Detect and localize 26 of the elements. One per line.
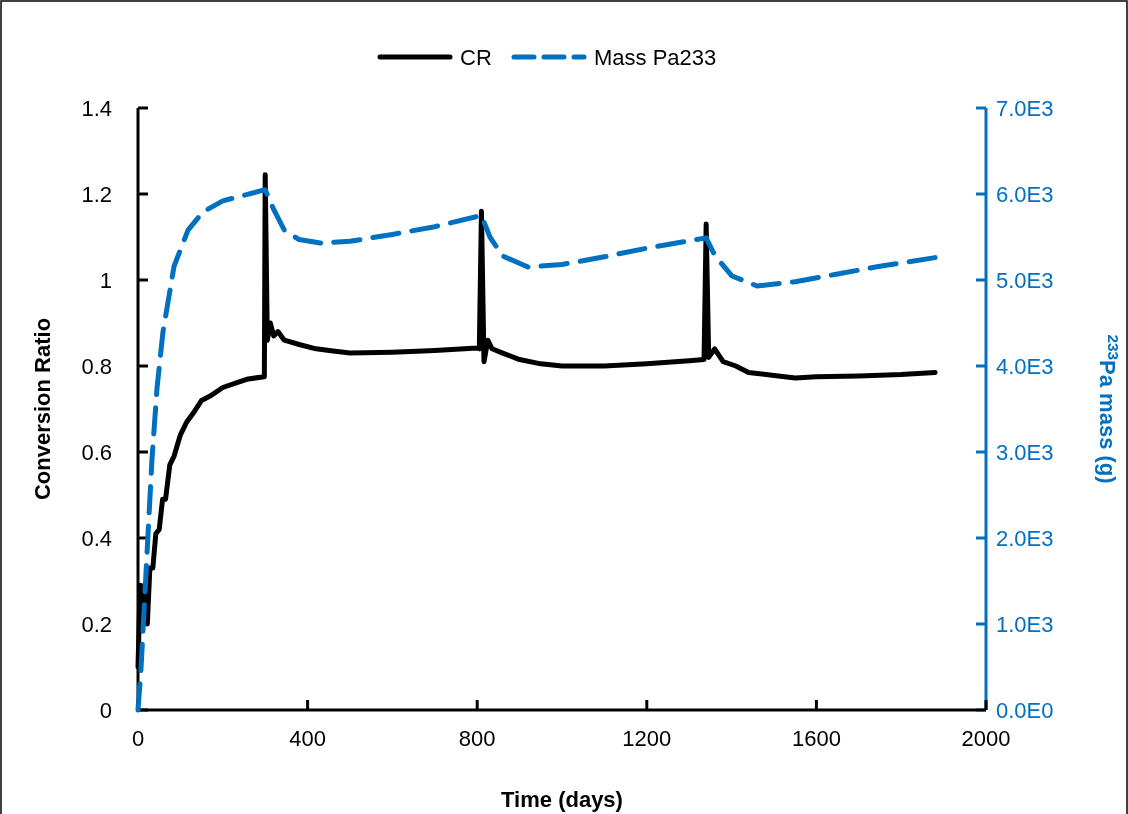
y2-tick-label: 5.0E3 <box>996 267 1054 293</box>
legend-label: CR <box>460 44 492 70</box>
x-tick-label: 0 <box>131 726 145 751</box>
y2-tick-label: 4.0E3 <box>996 353 1054 379</box>
y-axis-title: Conversion Ratio <box>30 317 55 501</box>
x-tick-label: 1200 <box>622 726 672 751</box>
y2-tick-label: 7.0E3 <box>996 95 1054 121</box>
y-tick-label: 0.6 <box>81 439 112 465</box>
x-axis-title: Time (days) <box>501 787 623 812</box>
y-tick-label: 0.4 <box>81 525 112 551</box>
y2-tick-label: 2.0E3 <box>996 525 1054 551</box>
y-tick-label: 0.8 <box>81 353 112 379</box>
y2-tick-label: 0.0E0 <box>996 697 1054 723</box>
x-tick-label: 800 <box>458 726 496 751</box>
y-tick-label: 1.4 <box>81 95 112 121</box>
y-tick-label: 0.2 <box>81 611 112 637</box>
x-tick-label: 1600 <box>791 726 841 751</box>
legend-label: Mass Pa233 <box>594 44 717 70</box>
y2-tick-label: 3.0E3 <box>996 439 1054 465</box>
y-tick-label: 0 <box>99 697 112 723</box>
y2-tick-label: 6.0E3 <box>996 181 1054 207</box>
y2-tick-label: 1.0E3 <box>996 611 1054 637</box>
y-tick-label: 1.2 <box>81 181 112 207</box>
y-tick-label: 1 <box>99 267 112 293</box>
x-tick-label: 2000 <box>961 726 1011 751</box>
x-tick-label: 400 <box>289 726 326 751</box>
